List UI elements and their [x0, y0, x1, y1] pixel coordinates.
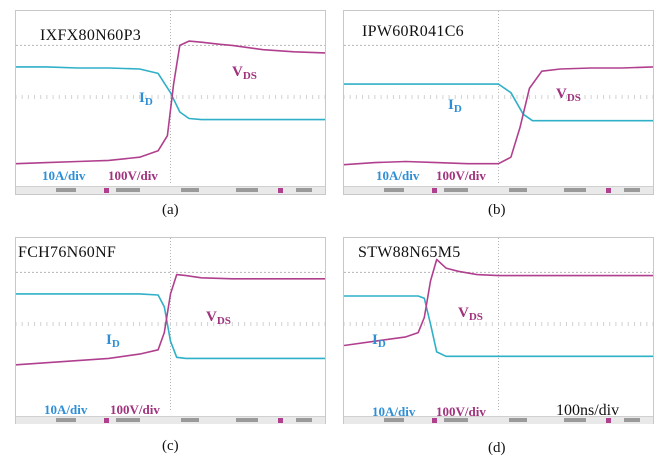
caption-c: (c): [162, 438, 179, 454]
scope-status-bar-d: [344, 416, 653, 424]
id-label-a: ID: [139, 90, 153, 108]
scope-panel-b: IPW60R041C6 ID VDS 10A/div 100V/div: [343, 10, 654, 195]
current-scale-c: 10A/div: [44, 402, 88, 417]
scope-panel-a: IXFX80N60P3 ID VDS 10A/div 100V/div: [15, 10, 326, 195]
device-title-a: IXFX80N60P3: [40, 27, 142, 44]
vds-label-d: VDS: [458, 305, 483, 323]
scope-panel-d: STW88N65M5 ID VDS 10A/div 100V/div 100ns…: [343, 237, 654, 424]
trace-vds: [16, 273, 325, 366]
id-label-c: ID: [106, 332, 120, 350]
trace-vds: [344, 258, 653, 347]
id-label-d: ID: [372, 332, 386, 350]
scope-panel-c: FCH76N60NF ID VDS 10A/div 100V/div: [15, 237, 326, 424]
caption-d: (d): [488, 440, 506, 456]
trace-id: [16, 293, 325, 360]
scope-status-bar-c: [16, 416, 325, 424]
scope-plot-c: [16, 238, 325, 410]
trace-vds: [344, 66, 653, 166]
current-scale-a: 10A/div: [42, 168, 86, 183]
vds-label-c: VDS: [206, 309, 231, 327]
scope-status-bar-b: [344, 186, 653, 194]
scope-plot-a: [16, 11, 325, 183]
trace-id: [16, 66, 325, 121]
device-title-c: FCH76N60NF: [18, 244, 117, 261]
current-scale-b: 10A/div: [376, 168, 420, 183]
voltage-scale-c: 100V/div: [110, 402, 160, 417]
id-label-b: ID: [448, 97, 462, 115]
scope-status-bar-a: [16, 186, 325, 194]
time-scale: 100ns/div: [556, 402, 620, 419]
voltage-scale-d: 100V/div: [436, 404, 486, 419]
current-scale-d: 10A/div: [372, 404, 416, 419]
voltage-scale-a: 100V/div: [108, 168, 158, 183]
device-title-b: IPW60R041C6: [362, 23, 464, 40]
caption-b: (b): [488, 202, 506, 218]
vds-label-a: VDS: [232, 64, 257, 82]
voltage-scale-b: 100V/div: [436, 168, 486, 183]
device-title-d: STW88N65M5: [358, 244, 461, 261]
trace-id: [344, 295, 653, 358]
vds-label-b: VDS: [556, 86, 581, 104]
scope-plot-b: [344, 11, 653, 183]
scope-plot-d: [344, 238, 653, 410]
trace-id: [344, 83, 653, 122]
trace-vds: [16, 40, 325, 165]
caption-a: (a): [162, 202, 179, 218]
